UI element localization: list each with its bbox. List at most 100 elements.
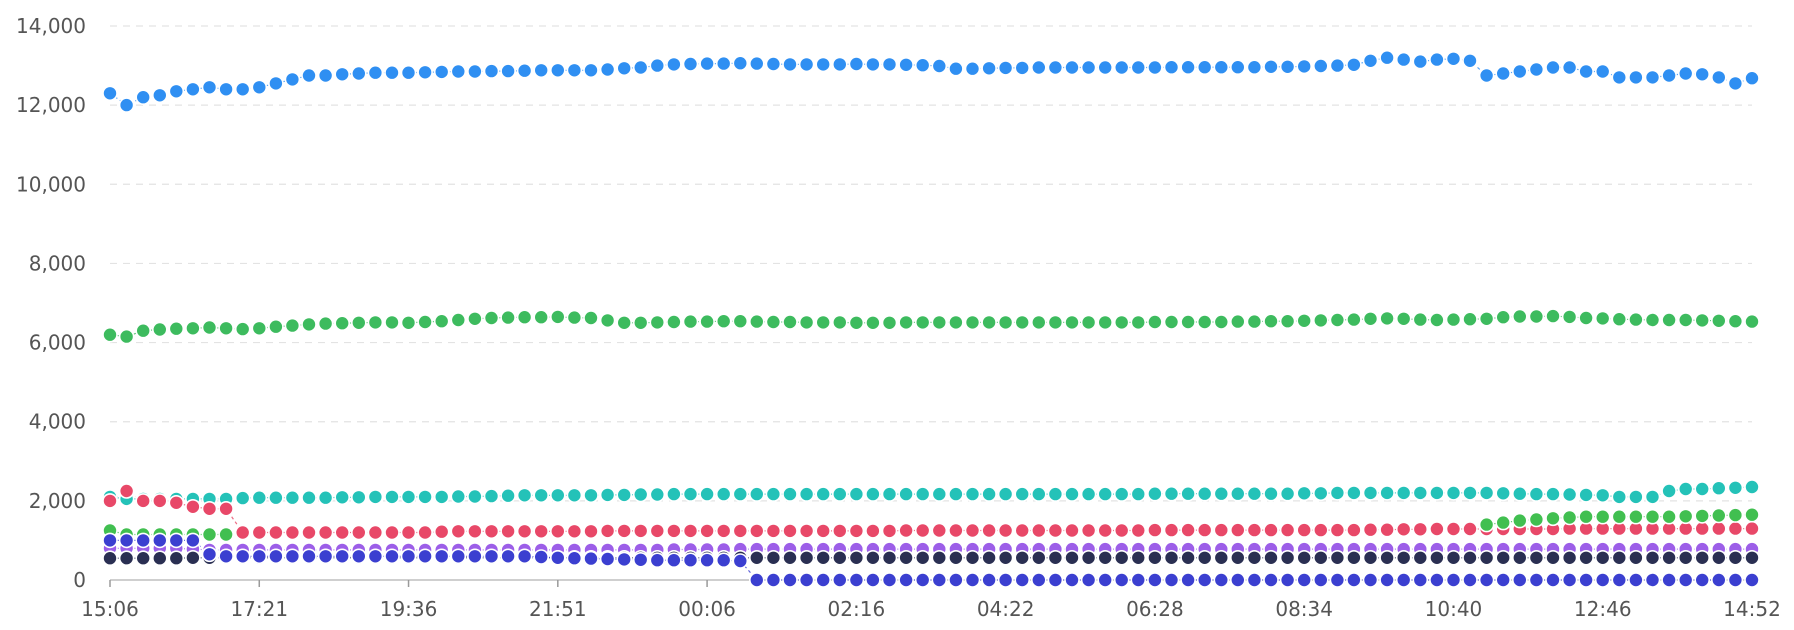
data-point <box>135 493 151 509</box>
data-point <box>1578 310 1594 326</box>
data-point <box>948 314 964 331</box>
data-point <box>1727 479 1744 496</box>
data-point <box>1661 483 1677 499</box>
data-point <box>1113 59 1130 76</box>
data-point <box>1528 549 1545 566</box>
data-point <box>1495 549 1511 566</box>
data-point <box>234 524 251 541</box>
data-point <box>516 487 533 504</box>
data-point <box>616 487 633 503</box>
data-point <box>616 60 633 77</box>
data-point <box>748 55 765 72</box>
data-point <box>1677 65 1694 82</box>
data-point <box>417 524 433 541</box>
data-point <box>848 486 865 502</box>
data-point <box>1495 309 1511 326</box>
data-point <box>1014 486 1031 502</box>
data-point <box>135 322 151 339</box>
data-point <box>1196 549 1213 566</box>
data-point <box>1578 487 1594 503</box>
data-point <box>715 523 732 539</box>
data-point <box>1512 485 1528 502</box>
data-point <box>848 56 865 72</box>
data-point <box>1180 314 1196 330</box>
data-point <box>1528 511 1545 528</box>
data-point <box>666 56 682 73</box>
data-point <box>997 314 1014 331</box>
data-point <box>268 75 284 92</box>
data-point <box>798 549 815 566</box>
data-point <box>1395 51 1412 68</box>
data-point <box>732 523 749 539</box>
data-point <box>1180 485 1196 502</box>
data-point <box>500 63 516 79</box>
data-point <box>284 71 301 88</box>
data-point <box>118 328 135 345</box>
data-point <box>102 550 118 567</box>
data-point <box>732 55 749 72</box>
data-point <box>1147 522 1163 538</box>
data-point <box>350 314 367 331</box>
data-point <box>699 552 715 569</box>
data-point <box>417 548 433 565</box>
data-point <box>865 486 881 502</box>
data-point <box>1677 312 1694 328</box>
data-point <box>1113 486 1130 502</box>
x-tick-label: 21:51 <box>529 597 587 621</box>
data-point <box>1478 516 1495 533</box>
data-point <box>1296 58 1312 75</box>
data-point <box>1346 311 1362 328</box>
data-point <box>234 490 251 506</box>
data-point <box>317 67 334 84</box>
data-point <box>168 494 185 511</box>
data-point <box>185 498 201 515</box>
data-point <box>234 81 251 98</box>
data-point <box>1147 549 1163 566</box>
data-point <box>284 524 301 541</box>
data-point <box>1213 522 1230 538</box>
data-point <box>1711 507 1727 524</box>
data-point <box>1230 522 1246 538</box>
data-point <box>1478 549 1495 566</box>
data-point <box>1313 522 1329 538</box>
y-tick-label: 14,000 <box>16 14 86 38</box>
data-point <box>765 549 782 566</box>
data-point <box>1528 486 1545 502</box>
data-point <box>1694 508 1710 524</box>
data-point <box>1329 485 1346 501</box>
data-point <box>1545 572 1561 588</box>
data-point <box>350 65 367 82</box>
data-point <box>616 551 633 568</box>
data-point <box>1395 310 1412 327</box>
data-point <box>1445 521 1462 537</box>
data-point <box>981 314 997 331</box>
y-tick-label: 6,000 <box>29 331 86 355</box>
data-point <box>334 524 351 541</box>
data-point <box>1014 60 1031 76</box>
data-point <box>1628 549 1644 566</box>
series-points <box>102 479 1760 507</box>
x-tick-label: 10:40 <box>1425 597 1483 621</box>
data-point <box>616 523 633 539</box>
series-line <box>109 57 1753 106</box>
data-point <box>981 60 997 77</box>
data-point <box>1395 572 1412 588</box>
data-point <box>1362 521 1379 538</box>
data-point <box>1528 61 1545 78</box>
data-point <box>964 522 981 539</box>
data-point <box>152 87 168 104</box>
series-line <box>109 490 1752 534</box>
data-point <box>1130 314 1147 331</box>
data-point <box>881 486 898 502</box>
data-point <box>1163 314 1180 330</box>
data-point <box>1080 522 1097 539</box>
data-point <box>1163 572 1180 588</box>
data-point <box>865 314 881 331</box>
data-point <box>865 572 881 588</box>
data-point <box>1064 486 1080 502</box>
data-point <box>1744 313 1760 330</box>
data-point <box>1561 309 1578 325</box>
data-point <box>1694 66 1710 83</box>
data-point <box>1263 485 1279 502</box>
data-point <box>1462 572 1478 588</box>
